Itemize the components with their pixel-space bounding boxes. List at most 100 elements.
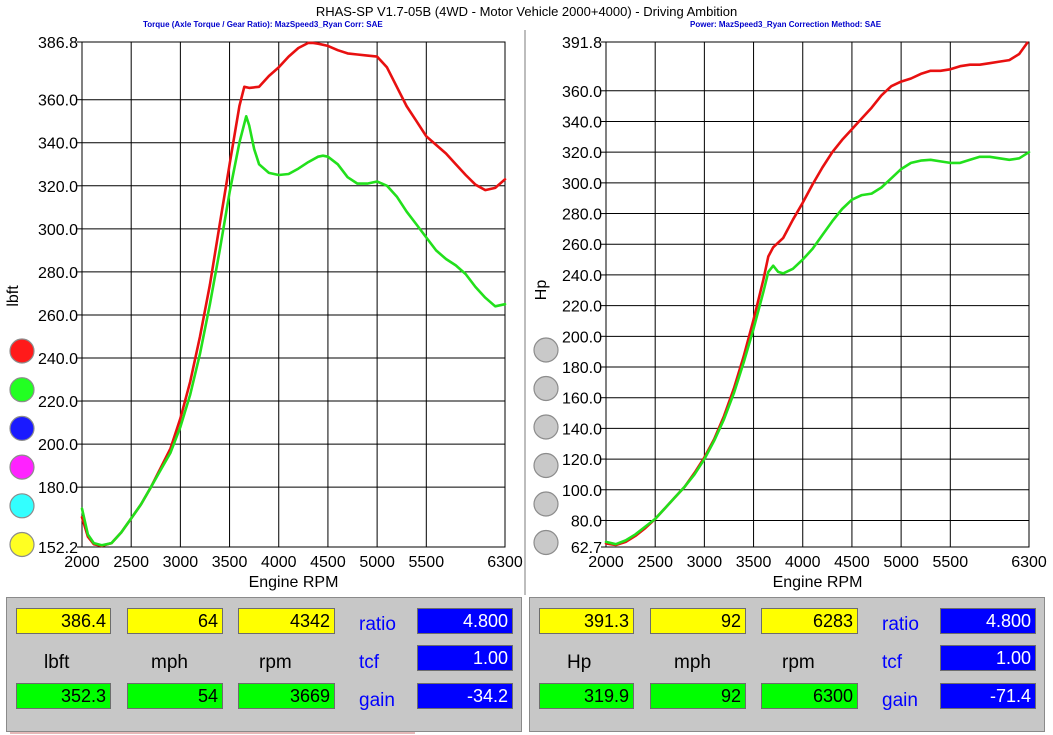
torque-series-line-1 [80,115,507,547]
power-x-tick-label: 3000 [687,554,723,571]
power-value-green: 319.9 [539,683,634,709]
gray-swatch-4 [533,452,559,479]
torque-readout-panel: 386.4 64 4342 lbft mph rpm 352.3 54 3669… [6,597,522,732]
power-y-tick-label: 120.0 [562,452,602,469]
power-value-red: 391.3 [539,608,634,634]
power-series-line-0 [604,41,1029,547]
left-chart-subtitle: Torque (Axle Torque / Gear Ratio): MazSp… [143,20,383,29]
torque-x-tick-label: 4500 [310,554,346,571]
gray-swatch-5 [533,491,559,517]
torque-y-tick-label: 360.0 [38,93,78,110]
power-y-tick-label: 180.0 [562,360,602,377]
torque-y-tick-label: 180.0 [38,480,78,497]
blue-swatch [9,415,35,441]
torque-y-tick-label: 280.0 [38,265,78,282]
chart-divider [524,30,526,595]
torque-x-tick-label: 3000 [163,554,199,571]
torque-x-tick-label: 2500 [113,554,149,571]
power-y-tick-label: 100.0 [562,483,602,500]
torque-unit-label: lbft [44,652,70,673]
red-swatch [9,338,35,364]
power-y-tick-label: 80.0 [571,513,602,530]
power-y-tick-label: 240.0 [562,268,602,285]
power-y-tick-label: 200.0 [562,329,602,346]
torque-value-green: 352.3 [16,683,111,709]
ratio-label: ratio [359,614,396,635]
gain-label: gain [359,690,395,711]
power-plot-frame [605,41,1030,548]
torque-x-tick-label: 2000 [64,554,100,571]
torque-plot-frame [81,41,506,548]
power-y-tick-label: 140.0 [562,421,602,438]
power-x-tick-label: 4000 [785,554,821,571]
gray-swatch-1 [533,337,559,363]
ratio-field[interactable]: 4.800 [417,608,513,634]
gain-label: gain [882,690,918,711]
power-x-tick-label: 3500 [736,554,772,571]
torque-y-tick-label: 340.0 [38,136,78,153]
gray-swatch-3 [533,414,559,440]
rpm-label: rpm [259,652,292,673]
mph-label: mph [151,652,188,673]
torque-x-tick-label: 5500 [409,554,445,571]
power-y-tick-label: 300.0 [562,176,602,193]
gray-swatch-2 [533,375,559,402]
power-x-tick-label: 2000 [588,554,624,571]
power-y-tick-label: 391.8 [562,35,602,52]
cyan-swatch [9,493,35,519]
power-x-tick-label: 4500 [834,554,870,571]
mph-value-green: 92 [650,683,746,709]
power-y-tick-label: 62.7 [571,540,602,557]
torque-y-tick-label: 386.8 [38,35,78,52]
torque-y-tick-label: 200.0 [38,437,78,454]
torque-x-tick-label: 6300 [487,554,523,571]
power-x-tick-label: 5500 [933,554,969,571]
power-x-tick-label: 5000 [883,554,919,571]
rpm-value-red: 4342 [238,608,335,634]
torque-y-tick-label: 152.2 [38,540,78,557]
torque-series-line-0 [80,41,507,548]
power-y-axis-label: Hp [533,280,550,301]
power-chart: 2000 2500 3000 3500 4000 4500 5000 5500 6300 62.7… [533,35,1047,591]
gray-swatch-6 [533,529,559,556]
torque-y-tick-label: 220.0 [38,394,78,411]
rpm-value-red: 6283 [761,608,858,634]
tcf-field[interactable]: 1.00 [940,645,1036,671]
gain-field[interactable]: -34.2 [417,683,513,709]
mph-value-red: 64 [127,608,223,634]
power-readout-panel: 391.3 92 6283 Hp mph rpm 319.9 92 6300 r… [529,597,1045,732]
green-swatch [9,377,35,403]
power-y-tick-label: 280.0 [562,207,602,224]
status-strip [10,732,415,734]
power-y-tick-label: 220.0 [562,299,602,316]
torque-x-tick-label: 4000 [261,554,297,571]
power-unit-label: Hp [567,652,592,673]
power-series-line-1 [604,150,1031,546]
rpm-label: rpm [782,652,815,673]
gain-field[interactable]: -71.4 [940,683,1036,709]
power-x-axis-label: Engine RPM [773,574,863,591]
mph-label: mph [674,652,711,673]
torque-y-tick-label: 320.0 [38,179,78,196]
power-x-tick-label: 2500 [637,554,673,571]
window-title: RHAS-SP V1.7-05B (4WD - Motor Vehicle 20… [315,4,738,19]
torque-chart: 2000 2500 3000 3500 4000 4500 5000 5500 6300 152.… [5,35,523,591]
power-y-tick-label: 160.0 [562,391,602,408]
mph-value-green: 54 [127,683,223,709]
yellow-swatch [9,531,35,558]
torque-x-tick-label: 5000 [359,554,395,571]
torque-y-tick-label: 240.0 [38,351,78,368]
rpm-value-green: 3669 [238,683,335,709]
power-y-tick-label: 320.0 [562,145,602,162]
magenta-swatch [9,454,35,480]
ratio-label: ratio [882,614,919,635]
power-x-tick-label: 6300 [1011,554,1047,571]
power-y-tick-label: 340.0 [562,114,602,131]
torque-x-tick-label: 3500 [212,554,248,571]
right-chart-subtitle: Power: MazSpeed3_Ryan Correction Method:… [690,20,882,29]
rpm-value-green: 6300 [761,683,858,709]
power-y-tick-label: 360.0 [562,84,602,101]
tcf-field[interactable]: 1.00 [417,645,513,671]
torque-y-tick-label: 260.0 [38,308,78,325]
ratio-field[interactable]: 4.800 [940,608,1036,634]
